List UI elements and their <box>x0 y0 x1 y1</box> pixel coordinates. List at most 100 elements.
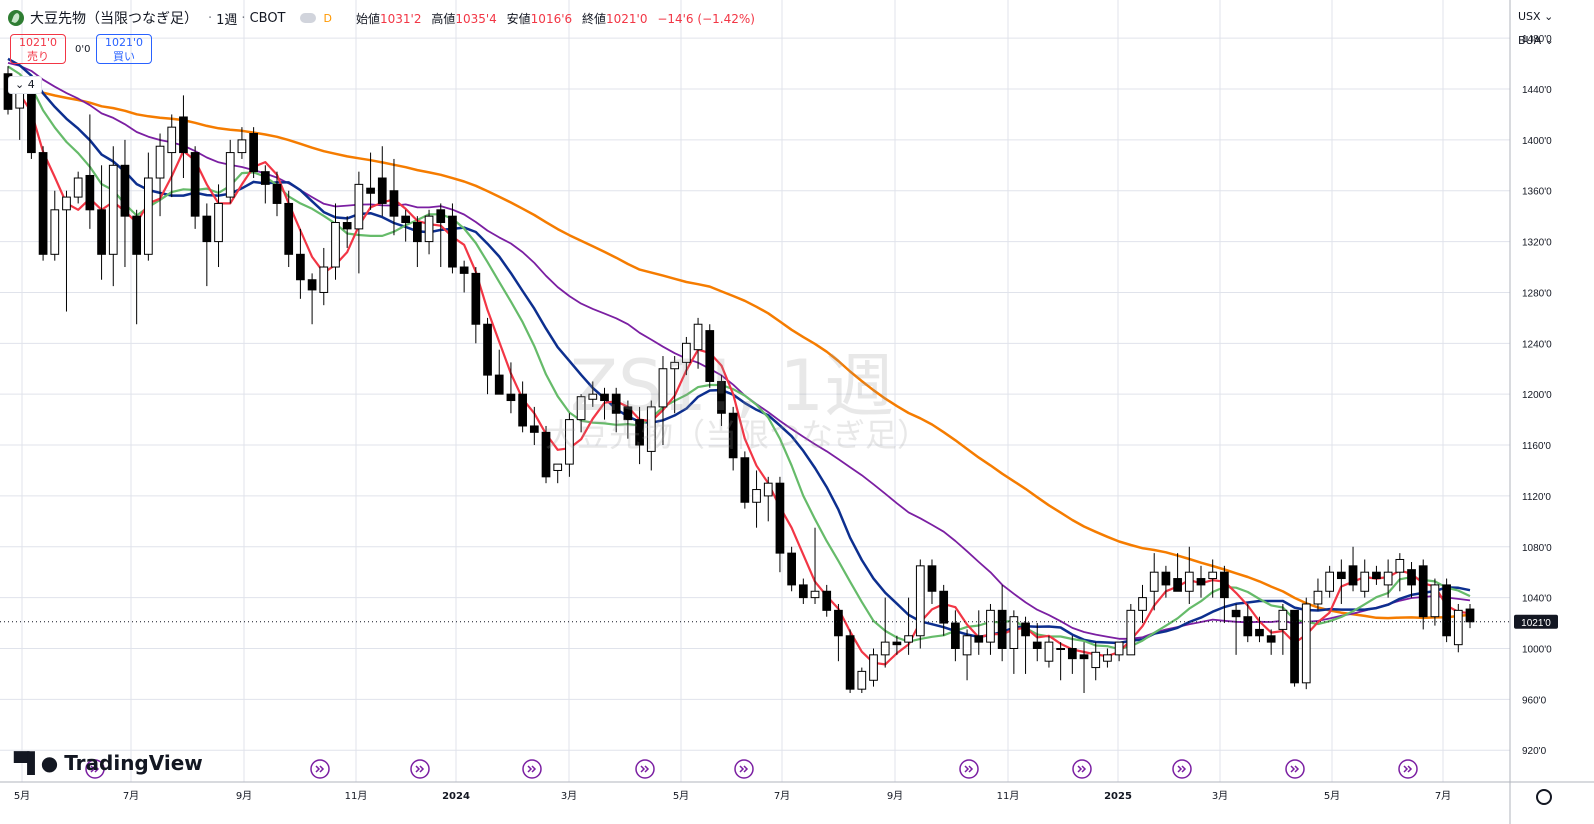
candle-body <box>1442 584 1451 637</box>
candle-body <box>775 482 785 554</box>
candle-body <box>576 396 586 421</box>
event-marker <box>1398 759 1418 779</box>
candle <box>389 158 399 236</box>
event-marker-arrow <box>964 765 974 773</box>
indicators-toggle[interactable]: ⌄ 4 <box>8 76 42 94</box>
candle-body <box>1430 584 1440 618</box>
candle-body <box>167 126 177 154</box>
buy-button[interactable]: 1021'0 買い <box>96 34 152 64</box>
candle <box>132 209 142 325</box>
candle <box>1079 642 1089 693</box>
candle <box>717 375 726 426</box>
candle <box>1290 609 1299 687</box>
event-marker-arrow <box>1077 765 1087 773</box>
time-axis[interactable]: 5月 7月 9月 11月 2024 3月 5月 7月 9月 11月 2025 3月 5月 7月 <box>14 790 1451 802</box>
candle <box>448 203 457 274</box>
candle-body <box>249 133 258 173</box>
candle <box>740 451 750 509</box>
candle-body <box>1196 578 1206 586</box>
price-tick-label: 1480'0 <box>1522 34 1552 45</box>
time-tick-label: 2025 <box>1104 791 1132 802</box>
symbol-title[interactable]: 大豆先物（当限つなぎ足） <box>30 11 198 27</box>
candle <box>951 610 960 662</box>
candle-body <box>424 215 434 243</box>
candle-body <box>73 177 83 198</box>
visibility-toggle[interactable] <box>299 13 316 23</box>
event-marker <box>85 759 105 779</box>
exchange-label: CBOT <box>249 10 286 26</box>
event-marker-arrow <box>527 765 537 773</box>
candle-body <box>225 152 235 198</box>
time-tick-label: 3月 <box>561 790 577 802</box>
price-tick-label: 1160'0 <box>1522 441 1551 452</box>
sell-button[interactable]: 1021'0 売り <box>10 34 66 64</box>
candle <box>565 413 574 477</box>
candle-body <box>997 609 1007 649</box>
tradingview-logo[interactable]: ▀▌● TradingView <box>14 751 203 775</box>
candle <box>635 406 644 465</box>
candle-body <box>15 91 25 109</box>
candle-body <box>272 183 282 204</box>
candle <box>354 171 364 274</box>
candle-body <box>1079 654 1089 660</box>
time-tick-label: 5月 <box>673 790 689 802</box>
candle <box>1184 546 1194 604</box>
currency-label: USX <box>1518 10 1541 23</box>
candle <box>38 146 48 261</box>
chevron-down-icon: ⌄ <box>1544 34 1554 47</box>
candle-body <box>892 641 902 646</box>
candle <box>822 584 832 617</box>
candle <box>506 362 516 414</box>
candle-body <box>50 209 60 255</box>
candle <box>1430 578 1440 626</box>
candle-body <box>939 590 949 624</box>
candle-body <box>658 368 668 408</box>
soybean-icon <box>8 10 24 26</box>
gear-icon[interactable] <box>1536 789 1552 805</box>
candle <box>1360 559 1370 598</box>
candle <box>296 228 305 299</box>
candle <box>962 629 972 681</box>
unit-label: BUA <box>1518 34 1542 47</box>
candle <box>904 597 913 655</box>
candle <box>939 584 949 636</box>
candle-body <box>179 116 188 154</box>
candle <box>1442 578 1451 643</box>
candle <box>1243 603 1253 643</box>
candle-body <box>728 412 738 459</box>
price-axis[interactable]: 1480'0 1440'0 1400'0 1360'0 1320'0 1280'0 1240… <box>1522 34 1552 757</box>
candle-body <box>1418 565 1428 618</box>
candle-body <box>565 419 574 465</box>
candle <box>249 127 258 179</box>
candle <box>1348 546 1358 592</box>
candle <box>845 629 855 693</box>
candle <box>1407 562 1416 598</box>
candle-body <box>296 253 305 281</box>
candle-body <box>857 670 867 690</box>
candle <box>120 139 130 268</box>
candle <box>553 463 563 484</box>
candle <box>85 114 95 229</box>
candle <box>927 559 937 604</box>
interval-label[interactable]: 1週 <box>216 12 238 28</box>
candle <box>1091 642 1101 681</box>
candle <box>1383 559 1393 598</box>
candle-body <box>284 202 294 255</box>
candle-body <box>1453 609 1463 646</box>
candle-body <box>869 654 878 681</box>
candle <box>880 597 890 668</box>
candle <box>518 381 527 433</box>
candle-body <box>986 609 995 643</box>
candle-body <box>1044 641 1054 662</box>
candle <box>1103 648 1112 668</box>
event-marker <box>1072 759 1092 779</box>
sell-label: 売り <box>27 50 49 63</box>
candle <box>97 165 106 280</box>
candle-body <box>38 152 48 255</box>
candle <box>728 406 738 471</box>
currency-selector[interactable]: USX ⌄ <box>1518 10 1553 23</box>
unit-selector[interactable]: BUA ⌄ <box>1518 34 1554 47</box>
candle-body <box>331 222 340 268</box>
high-label: 高値 <box>431 11 456 26</box>
